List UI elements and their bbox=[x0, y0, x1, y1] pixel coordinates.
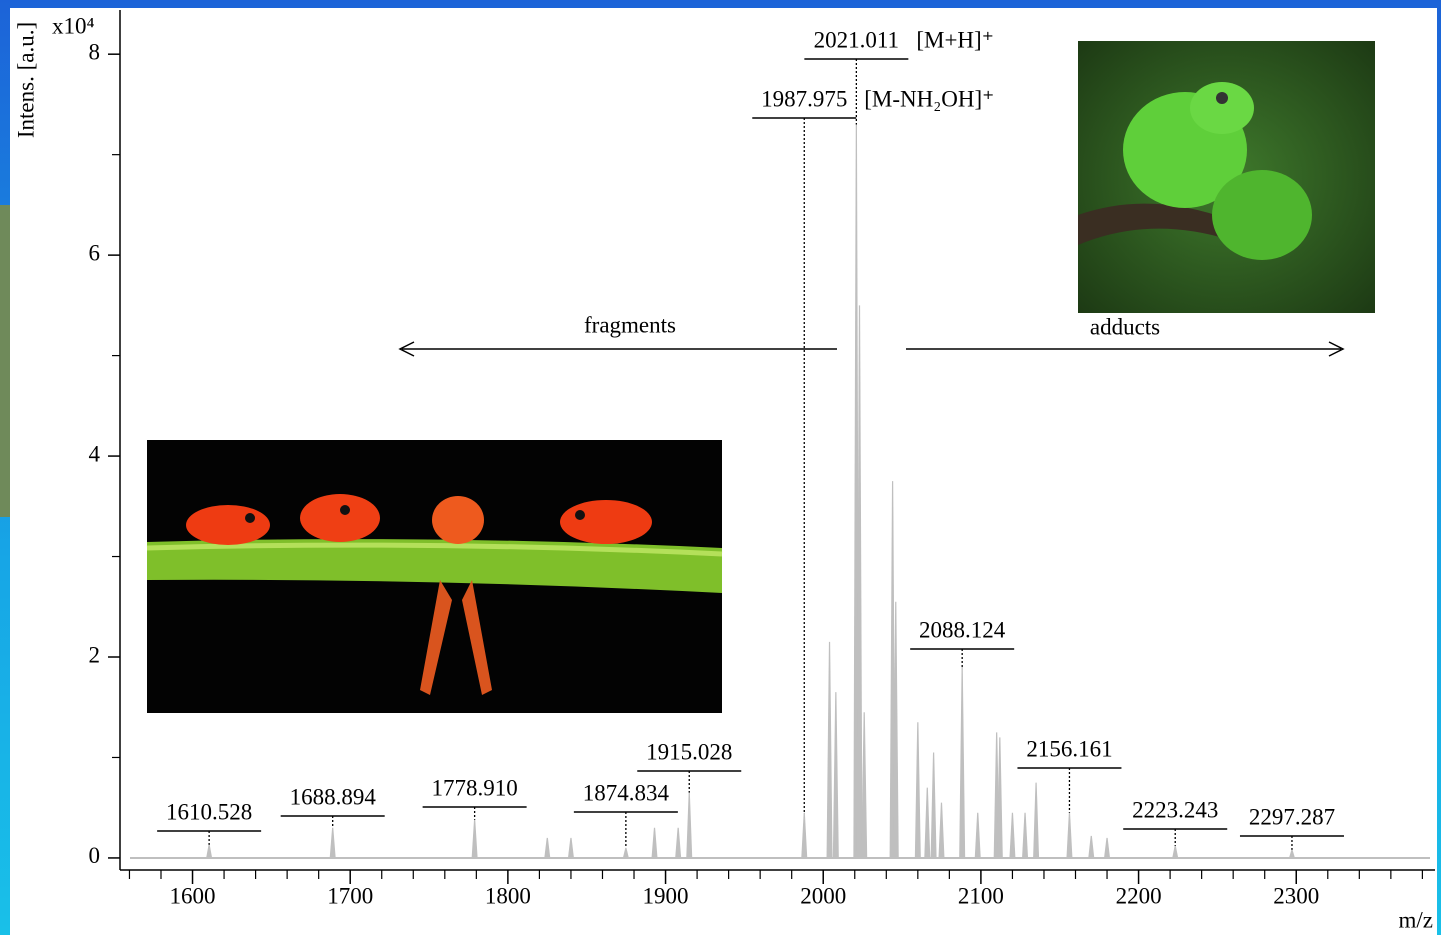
y-tick-label: 6 bbox=[89, 240, 101, 265]
x-tick-label: 1800 bbox=[485, 883, 531, 908]
y-tick-label: 8 bbox=[89, 39, 101, 64]
x-tick-label: 2000 bbox=[800, 883, 846, 908]
peak-label: 1987.975 bbox=[761, 86, 847, 111]
photo-tomato-frogs bbox=[147, 440, 722, 713]
peak-label: 2088.124 bbox=[919, 617, 1006, 642]
peak-label: 1874.834 bbox=[583, 780, 670, 805]
x-tick-label: 2300 bbox=[1273, 883, 1319, 908]
annotation-adducts: adducts bbox=[1090, 314, 1160, 339]
page: {"chart_data": { "type": "spectrum", "y_… bbox=[0, 0, 1441, 935]
peak-label: 1610.528 bbox=[166, 799, 252, 824]
peak-label: 2156.161 bbox=[1026, 736, 1112, 761]
y-tick-label: 0 bbox=[89, 843, 101, 868]
peak-label: 2021.011 bbox=[814, 27, 899, 52]
y-axis-label: Intens. [a.u.] bbox=[13, 22, 38, 138]
x-tick-label: 2200 bbox=[1116, 883, 1162, 908]
photo-waxy-frogs bbox=[1078, 41, 1375, 313]
annotation-fragments: fragments bbox=[584, 312, 676, 337]
x-axis-label: m/z bbox=[1399, 907, 1434, 932]
peak-label: 2223.243 bbox=[1132, 797, 1218, 822]
peak-label: 1688.894 bbox=[290, 784, 377, 809]
ion-label: [M-NH₂OH]⁺ bbox=[864, 86, 994, 111]
x-tick-label: 2100 bbox=[958, 883, 1004, 908]
x-tick-label: 1700 bbox=[327, 883, 373, 908]
chart: 0 2 4 6 8 1600 1700 1800 1900 2000 2100 2200 2300 Int… bbox=[0, 0, 1441, 935]
peak-label: 2297.287 bbox=[1249, 804, 1335, 829]
peak-label: 1915.028 bbox=[646, 739, 732, 764]
peak-label: 1778.910 bbox=[431, 775, 517, 800]
y-tick-label: 2 bbox=[89, 642, 101, 667]
y-tick-label: 4 bbox=[89, 441, 101, 466]
x-tick-label: 1600 bbox=[170, 883, 216, 908]
ion-label: [M+H]⁺ bbox=[916, 27, 994, 52]
x-tick-label: 1900 bbox=[643, 883, 689, 908]
y-scale-label: x10⁴ bbox=[52, 13, 95, 38]
